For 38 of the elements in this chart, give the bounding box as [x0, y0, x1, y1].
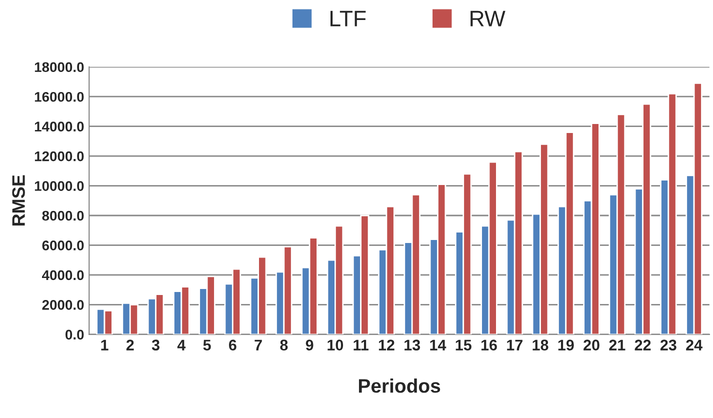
x-tick-label: 6	[228, 340, 236, 350]
x-tick-label: 9	[306, 340, 314, 350]
x-tick-label: 8	[280, 340, 288, 350]
x-axis-title: Periodos	[358, 378, 440, 393]
x-tick-label: 21	[609, 340, 626, 350]
y-tick-label: 14000.0	[34, 122, 84, 132]
x-tick-label: 11	[354, 340, 368, 350]
x-tick-label: 10	[328, 340, 344, 350]
y-tick-label: 2000.0	[42, 300, 84, 310]
x-tick-label: 19	[558, 340, 574, 350]
x-tick-label: 4	[177, 340, 186, 350]
y-tick-label: 12000.0	[34, 151, 84, 162]
legend-label: RW	[470, 10, 506, 26]
x-tick-label: 22	[634, 340, 651, 350]
y-tick-label: 8000.0	[42, 210, 84, 221]
x-tick-label: 12	[378, 340, 394, 350]
x-tick-label: 7	[254, 340, 262, 350]
x-tick-label: 20	[584, 340, 600, 350]
y-tick-label: 4000.0	[42, 270, 84, 280]
y-tick-label: 6000.0	[42, 240, 84, 250]
x-tick-label: 13	[404, 340, 420, 351]
x-tick-label: 15	[456, 340, 472, 350]
y-axis-title: RMSE	[12, 175, 25, 226]
x-tick-label: 17	[507, 340, 522, 350]
x-tick-label: 16	[481, 340, 497, 350]
x-tick-label: 5	[203, 340, 211, 350]
x-tick-label: 2	[126, 340, 134, 350]
x-tick-label: 18	[532, 340, 548, 350]
x-tick-label: 3	[152, 340, 160, 351]
x-tick-label: 24	[686, 340, 702, 350]
y-tick-label: 10000.0	[34, 181, 84, 191]
x-tick-label: 1	[101, 340, 108, 350]
legend-label: LTF	[330, 10, 366, 26]
x-tick-label: 23	[660, 340, 676, 351]
y-tick-label: 0.0	[66, 330, 84, 340]
y-tick-label: 16000.0	[34, 92, 84, 102]
y-tick-label: 18000.0	[34, 62, 84, 72]
x-tick-label: 14	[430, 340, 446, 350]
